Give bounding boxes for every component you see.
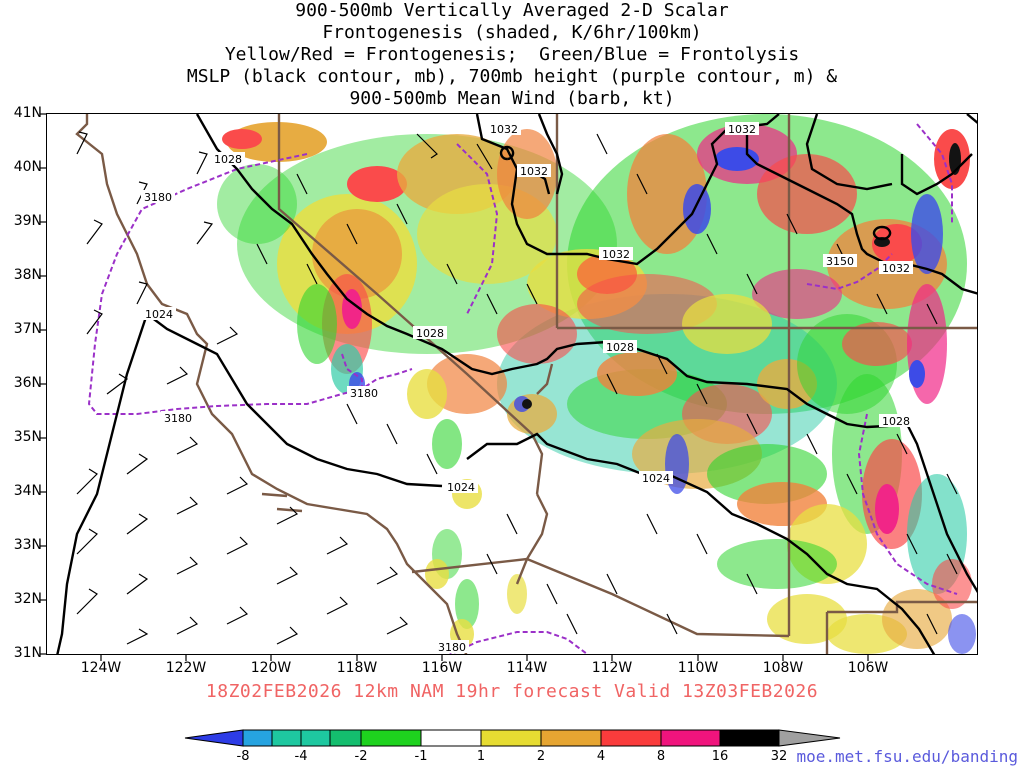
colorbar-segment [719,729,780,747]
colorbar-label: 32 [771,749,788,764]
mslp-label: 1028 [879,414,913,428]
lat-label: 31N [13,645,42,661]
lon-label: 116W [421,660,463,676]
lat-label: 33N [13,537,42,553]
height-label: 3180 [141,190,175,204]
lat-label: 37N [13,321,42,337]
mslp-label: 1032 [879,261,913,275]
colorbar-segment [540,729,602,747]
lat-label: 35N [13,429,42,445]
height-label: 3180 [161,411,195,425]
source-url[interactable]: moe.met.fsu.edu/banding [796,747,1018,766]
height-label: 3180 [435,640,469,654]
height-label: 3180 [347,386,381,400]
colorbar-label: -8 [237,749,250,764]
lat-label: 34N [13,483,42,499]
lat-label: 32N [13,591,42,607]
mslp-label-text: 1028 [606,341,634,354]
mslp-label: 1028 [211,152,245,166]
mslp-label: 1024 [639,471,673,485]
height-label-text: 3180 [164,412,192,425]
frontogenesis-shading [217,114,976,654]
colorbar-label: -4 [295,749,308,764]
title-line-5: 900-500mb Mean Wind (barb, kt) [349,88,675,109]
lon-label: 122W [165,660,207,676]
colorbar-segment [184,729,244,747]
mslp-label: 1032 [487,122,521,136]
colorbar-segment [600,729,662,747]
mslp-label: 1028 [413,326,447,340]
mslp-label-text: 1024 [145,308,173,321]
mslp-label: 1032 [725,122,759,136]
geographic-borders [75,114,977,654]
colorbar-segment [420,729,482,747]
colorbar-segment [480,729,542,747]
title-line-2: Frontogenesis (shaded, K/6hr/100km) [322,22,702,43]
lon-label: 124W [80,660,122,676]
map-canvas: 1028 1032 1032 1032 1032 1032 1028 1028 … [56,114,977,654]
wind-barbs [76,131,958,645]
lat-label: 39N [13,213,42,229]
lon-label: 114W [506,660,548,676]
title-line-4: MSLP (black contour, mb), 700mb height (… [186,66,838,87]
mslp-label: 1024 [142,307,176,321]
map-panel[interactable]: 1028 1032 1032 1032 1032 1032 1028 1028 … [46,113,978,655]
mslp-contours [56,114,977,654]
height-label-text: 3180 [144,191,172,204]
lat-label: 38N [13,267,42,283]
mslp-label: 1032 [517,164,551,178]
mslp-label: 1024 [444,480,478,494]
colorbar-segment [360,729,422,747]
colorbar-label: 16 [712,749,729,764]
lat-label: 36N [13,375,42,391]
lon-label: 108W [762,660,804,676]
colorbar-segment [660,729,721,747]
contour-labels: 1028 1032 1032 1032 1032 1032 1028 1028 … [141,122,913,654]
colorbar-segment [271,729,302,747]
mslp-label-text: 1028 [416,327,444,340]
mslp-label-text: 1024 [642,472,670,485]
mslp-label-text: 1032 [728,123,756,136]
height-label-text: 3150 [826,255,854,268]
mslp-label-text: 1032 [882,262,910,275]
colorbar-label: 8 [657,749,665,764]
colorbar-label: 4 [597,749,605,764]
mslp-label-text: 1032 [602,248,630,261]
mslp-label-text: 1028 [214,153,242,166]
height-label-text: 3180 [350,387,378,400]
colorbar-label: -1 [415,749,428,764]
lon-label: 112W [591,660,633,676]
lat-label: 40N [13,159,42,175]
colorbar-label: 1 [477,749,485,764]
lon-label: 118W [336,660,378,676]
mslp-label-text: 1032 [490,123,518,136]
colorbar: -8 -4 -2 -1 1 2 4 8 16 32 [184,729,841,764]
colorbar-label: 2 [537,749,545,764]
mslp-label-text: 1028 [882,415,910,428]
mslp-label: 1028 [603,340,637,354]
mslp-label-text: 1024 [447,481,475,494]
colorbar-label: -2 [355,749,368,764]
mslp-label: 1032 [599,247,633,261]
title-line-1: 900-500mb Vertically Averaged 2-D Scalar [295,0,729,21]
lat-label: 41N [13,105,42,121]
colorbar-segment [300,729,331,747]
lon-label: 106W [847,660,889,676]
colorbar-segment [778,729,841,747]
mslp-label-text: 1032 [520,165,548,178]
title-line-3: Yellow/Red = Frontogenesis; Green/Blue =… [224,44,800,65]
colorbar-segment [242,729,273,747]
height-label: 3150 [823,254,857,268]
map-title: 900-500mb Vertically Averaged 2-D Scalar… [0,0,1024,110]
colorbar-segment [329,729,362,747]
lon-label: 120W [250,660,292,676]
lon-label: 110W [677,660,719,676]
height-label-text: 3180 [438,641,466,654]
forecast-run-info: 18Z02FEB2026 12km NAM 19hr forecast Vali… [205,681,819,702]
